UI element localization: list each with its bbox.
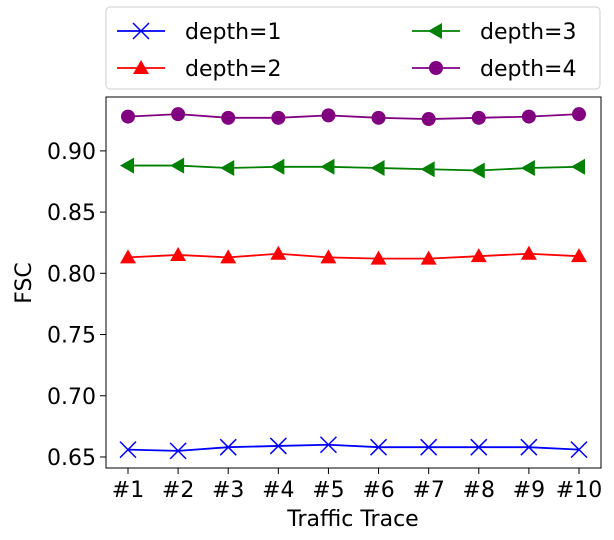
marker-x-stroke	[219, 438, 237, 456]
legend: depth=1 depth=2 depth=3 depth=4	[105, 6, 601, 90]
x-tick-label: #5	[312, 478, 344, 503]
marker-triangle	[420, 250, 437, 265]
legend-item: depth=4	[412, 57, 576, 82]
marker-circle	[271, 110, 286, 125]
marker-triangle	[170, 246, 187, 261]
marker-x	[119, 441, 137, 459]
y-axis-label: FSC	[12, 262, 37, 304]
legend-label: depth=4	[480, 57, 576, 82]
marker-triangle-left	[470, 162, 485, 179]
marker-triangle	[370, 250, 387, 265]
series-depth=1	[119, 436, 588, 460]
marker-x	[570, 441, 588, 459]
x-tick-label: #2	[162, 478, 194, 503]
x-tick-label: #3	[212, 478, 244, 503]
legend-item: depth=3	[412, 20, 576, 45]
marker-x-stroke	[319, 436, 337, 454]
y-tick-label: 0.90	[47, 140, 96, 165]
marker-x	[370, 438, 388, 456]
x-tick-label: #6	[362, 478, 394, 503]
marker-triangle	[270, 245, 287, 260]
marker-x-stroke	[169, 442, 187, 460]
series-layer	[119, 107, 588, 460]
marker-x-stroke	[470, 438, 488, 456]
marker-triangle-left	[120, 157, 134, 174]
legend-label: depth=2	[185, 57, 281, 82]
marker-circle	[371, 110, 386, 125]
marker-x	[269, 437, 287, 455]
marker-x-stroke	[269, 437, 287, 455]
x-tick-label: #10	[556, 478, 602, 503]
y-tick-label: 0.85	[47, 201, 96, 226]
marker-x	[319, 436, 337, 454]
marker-circle	[429, 61, 443, 75]
x-tick-label: #7	[412, 478, 444, 503]
marker-x	[420, 438, 438, 456]
marker-x	[169, 442, 187, 460]
series-depth=4	[121, 107, 586, 127]
marker-triangle-left	[370, 160, 385, 177]
marker-triangle	[220, 249, 237, 264]
y-tick-label: 0.75	[47, 324, 96, 349]
series-depth=2	[120, 245, 587, 265]
y-tick-label: 0.65	[47, 446, 96, 471]
marker-triangle	[133, 60, 149, 74]
x-axis-label: Traffic Trace	[286, 507, 418, 532]
marker-triangle	[520, 245, 537, 260]
marker-x-stroke	[420, 438, 438, 456]
marker-x-stroke	[132, 22, 150, 40]
marker-triangle-left	[520, 160, 535, 177]
marker-x-stroke	[370, 438, 388, 456]
legend-item: depth=2	[117, 57, 281, 82]
marker-triangle-left	[420, 161, 435, 178]
series-line	[128, 164, 580, 172]
series-line	[127, 113, 580, 120]
marker-triangle-left	[571, 158, 585, 175]
series-line	[127, 252, 580, 260]
marker-circle	[321, 108, 336, 123]
legend-label: depth=3	[480, 20, 576, 45]
legend-label: depth=1	[185, 20, 281, 45]
y-tick-label: 0.80	[47, 262, 96, 287]
series-line	[127, 443, 580, 452]
legend-item: depth=1	[117, 20, 281, 45]
marker-circle	[521, 109, 536, 124]
marker-x-stroke	[119, 441, 137, 459]
marker-circle	[171, 107, 186, 122]
marker-triangle	[571, 248, 587, 263]
marker-triangle-left	[170, 157, 185, 174]
marker-triangle-left	[220, 160, 235, 177]
x-tick-label: #8	[463, 478, 495, 503]
marker-x	[132, 22, 150, 40]
series-depth=3	[120, 157, 585, 179]
plot-area	[105, 96, 602, 469]
legend-items: depth=1 depth=2 depth=3 depth=4	[117, 20, 576, 82]
marker-circle	[421, 112, 436, 127]
marker-x	[520, 438, 538, 456]
x-tick-label: #9	[513, 478, 545, 503]
marker-circle	[572, 107, 586, 122]
x-axis: #1 #2 #3 #4 #5 #6 #7 #8 #9 #10	[112, 468, 602, 503]
marker-triangle-left	[428, 23, 442, 39]
marker-x-stroke	[520, 438, 538, 456]
marker-triangle	[320, 249, 337, 264]
marker-triangle-left	[320, 158, 335, 175]
marker-triangle	[470, 248, 487, 263]
marker-triangle-left	[270, 158, 285, 175]
marker-triangle	[120, 249, 136, 264]
marker-circle	[471, 110, 486, 125]
marker-circle	[121, 109, 135, 124]
y-tick-label: 0.70	[47, 385, 96, 410]
x-tick-label: #1	[112, 478, 144, 503]
marker-x-stroke	[570, 441, 588, 459]
marker-x	[470, 438, 488, 456]
marker-circle	[221, 110, 236, 125]
marker-x	[219, 438, 237, 456]
y-axis: 0.65 0.70 0.75 0.80 0.85 0.90	[47, 140, 106, 471]
legend-box	[105, 6, 601, 90]
x-tick-label: #4	[262, 478, 294, 503]
